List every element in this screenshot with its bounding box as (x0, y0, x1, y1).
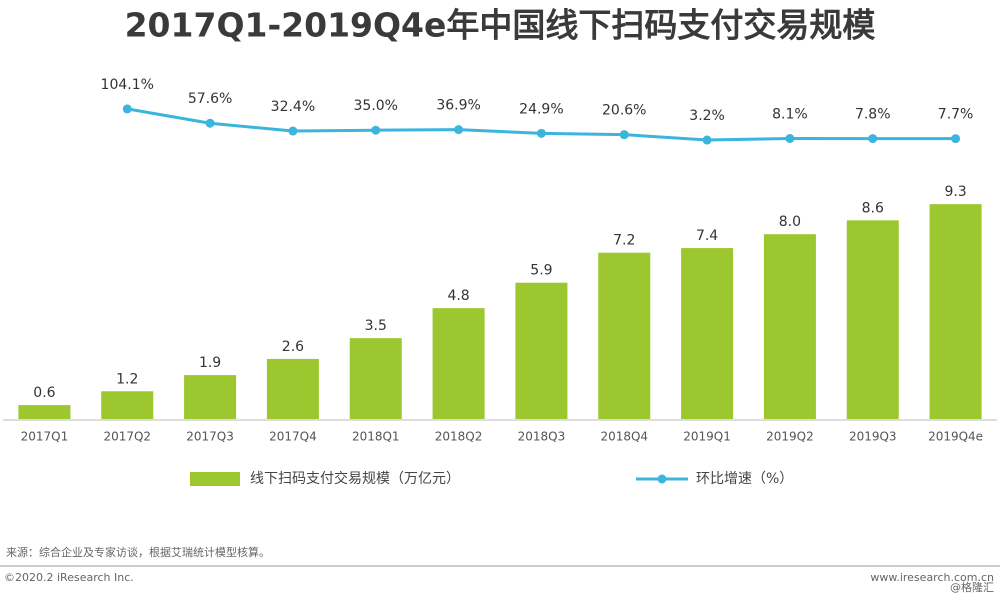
data-label: 2.6 (282, 339, 304, 355)
data-label: 5.9 (530, 263, 552, 279)
bar (18, 405, 71, 419)
line-point (868, 134, 878, 144)
x-tick-label: 2019Q1 (683, 430, 731, 444)
x-tick-label: 2018Q2 (435, 430, 483, 444)
bar (349, 338, 402, 419)
x-tick-label: 2017Q1 (21, 430, 69, 444)
data-label: 20.6% (602, 103, 646, 119)
x-tick-label: 2018Q3 (518, 430, 566, 444)
data-label: 7.2 (613, 233, 635, 249)
legend-swatch (190, 472, 240, 486)
bar (929, 204, 982, 419)
line-point (785, 134, 795, 144)
x-tick-label: 2017Q2 (103, 430, 151, 444)
data-label: 24.9% (519, 101, 563, 117)
data-label: 4.8 (447, 288, 469, 304)
watermark: @格隆汇 (950, 580, 994, 594)
source: 来源：综合企业及专家访谈，根据艾瑞统计模型核算。 (6, 545, 270, 559)
x-tick-label: 2019Q2 (766, 430, 814, 444)
bar (681, 248, 734, 419)
x-tick-label: 2017Q3 (186, 430, 234, 444)
x-tick-label: 2018Q4 (600, 430, 648, 444)
line-point (205, 118, 215, 128)
data-label: 7.4 (696, 228, 718, 244)
line-point (454, 125, 464, 135)
line-point (371, 125, 381, 135)
data-label: 32.4% (271, 99, 315, 115)
data-label: 8.0 (779, 214, 801, 230)
legend-label: 线下扫码支付交易规模（万亿元） (250, 470, 460, 487)
line-point (122, 104, 132, 114)
line-point (951, 134, 961, 144)
data-label: 57.6% (188, 91, 232, 107)
line-point (536, 128, 546, 138)
line-point (702, 135, 712, 145)
data-label: 35.0% (354, 98, 398, 114)
bar (846, 220, 899, 419)
bar (266, 358, 319, 419)
data-label: 1.9 (199, 355, 221, 371)
data-label: 104.1% (101, 77, 154, 93)
data-label: 0.6 (33, 385, 55, 401)
data-label: 9.3 (944, 184, 966, 200)
bar (101, 391, 154, 419)
data-label: 36.9% (436, 98, 480, 114)
legend-label: 环比增速（%） (696, 471, 793, 487)
bar (432, 308, 485, 419)
data-label: 1.2 (116, 371, 138, 387)
bar (763, 234, 816, 419)
x-tick-label: 2019Q3 (849, 430, 897, 444)
data-label: 3.5 (365, 318, 387, 334)
copyright: ©2020.2 iResearch Inc. (4, 571, 134, 584)
data-label: 7.7% (938, 107, 974, 123)
bar (184, 375, 237, 419)
data-label: 3.2% (689, 108, 725, 124)
x-tick-label: 2018Q1 (352, 430, 400, 444)
data-label: 8.1% (772, 107, 808, 123)
line-point (619, 130, 629, 140)
x-tick-label: 2017Q4 (269, 430, 317, 444)
legend-swatch (657, 474, 667, 484)
bar (515, 282, 568, 419)
x-tick-label: 2019Q4e (928, 430, 983, 444)
line-point (288, 126, 298, 136)
chart-title: 2017Q1-2019Q4e年中国线下扫码支付交易规模 (125, 6, 877, 45)
website: www.iresearch.com.cn (870, 571, 994, 584)
data-label: 7.8% (855, 107, 891, 123)
bar (598, 252, 651, 419)
data-label: 8.6 (862, 200, 884, 216)
